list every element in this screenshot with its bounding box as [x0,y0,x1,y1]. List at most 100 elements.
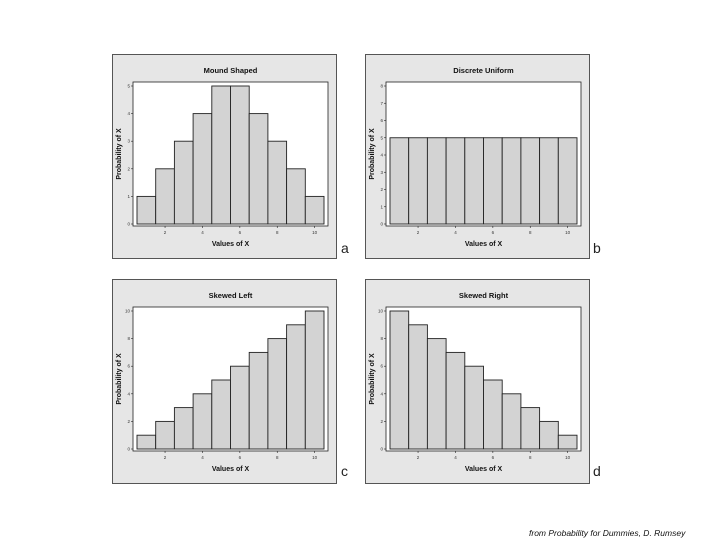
y-tick-label: 0 [380,222,383,227]
y-tick-label: 1 [380,204,383,209]
x-tick-label: 8 [529,455,532,460]
y-tick-label: 7 [380,101,383,106]
y-tick-label: 4 [127,391,130,396]
x-tick-label: 10 [565,455,571,460]
chart-title: Discrete Uniform [453,66,514,75]
x-tick-label: 8 [276,455,279,460]
chart-panel-mound-shaped: Mound Shaped Values of X Probability of X 0… [112,54,337,259]
x-tick-label: 4 [201,455,204,460]
histogram-bar [408,137,428,225]
y-tick-label: 6 [127,364,130,369]
y-tick-label: 3 [127,139,130,144]
x-axis-label: Values of X [212,466,250,473]
histogram-bar [426,137,447,225]
chart-title: Mound Shaped [204,66,258,75]
histogram-bar [155,168,175,225]
x-axis-label: Values of X [465,466,503,473]
y-tick-label: 10 [125,309,131,314]
chart-panel-discrete-uniform: Discrete Uniform Values of X Probability o… [365,54,590,259]
histogram-bar [501,137,522,225]
histogram-bar [230,85,250,225]
histogram-bar [304,310,325,450]
x-axis-label: Values of X [465,241,503,248]
histogram-bar [408,324,428,450]
histogram-bar [426,338,447,450]
x-tick-label: 6 [492,455,495,460]
histogram-bar [520,137,541,225]
x-tick-label: 2 [164,455,167,460]
y-tick-label: 3 [380,170,383,175]
x-tick-label: 2 [164,230,167,235]
y-tick-label: 0 [380,447,383,452]
x-tick-label: 2 [417,455,420,460]
chart-svg-mound-shaped: Mound Shaped Values of X Probability of X 0… [116,66,329,248]
histogram-bar [267,338,288,450]
histogram-bar [539,137,559,225]
histogram-bar [483,137,503,225]
histogram-bar [445,137,466,225]
panel-letter-d: d [593,463,601,479]
x-tick-label: 4 [201,230,204,235]
histogram-bar [192,393,213,450]
chart-svg-skewed-left: Skewed Left Values of X Probability of X 0 2… [116,291,329,473]
x-tick-label: 6 [239,455,242,460]
y-axis-label: Probability of X [116,353,123,405]
y-tick-label: 5 [127,84,130,89]
chart-panel-skewed-right: Skewed Right Values of X Probability of X 0… [365,279,590,484]
y-axis-label: Probability of X [369,128,376,180]
x-tick-label: 10 [312,230,318,235]
histogram-bar [539,420,559,450]
histogram-bar [248,113,269,225]
chart-title: Skewed Left [209,291,253,300]
x-tick-label: 4 [454,230,457,235]
histogram-bar [136,195,157,225]
y-tick-label: 1 [127,194,130,199]
y-tick-label: 2 [380,187,383,192]
panel-letter-c: c [341,463,348,479]
y-tick-label: 8 [380,336,383,341]
histogram-bar [230,365,250,450]
y-tick-label: 2 [127,419,130,424]
histogram-bar [464,365,484,450]
x-tick-label: 8 [276,230,279,235]
histogram-bar [464,137,484,225]
histogram-bar [557,137,578,225]
y-tick-label: 6 [380,364,383,369]
histogram-bar [173,140,194,225]
histogram-bar [192,113,213,225]
x-tick-label: 8 [529,230,532,235]
y-tick-label: 8 [127,336,130,341]
y-tick-label: 4 [380,153,383,158]
y-tick-label: 8 [380,84,383,89]
histogram-bar [304,195,325,225]
y-tick-label: 5 [380,135,383,140]
histogram-bar [155,420,175,450]
x-tick-label: 6 [492,230,495,235]
histogram-bar [389,310,410,450]
y-tick-label: 4 [127,111,130,116]
x-tick-label: 10 [312,455,318,460]
histogram-bar [267,140,288,225]
histogram-bar [248,351,269,450]
histogram-bar [286,168,306,225]
source-credit: from Probability for Dummies, D. Rumsey [529,528,686,538]
chart-panel-skewed-left: Skewed Left Values of X Probability of X 0 2… [112,279,337,484]
histogram-bar [136,434,157,450]
histogram-bar [173,407,194,450]
histogram-bar [557,434,578,450]
y-tick-label: 10 [378,309,384,314]
x-tick-label: 10 [565,230,571,235]
histogram-bar [501,393,522,450]
histogram-bar [286,324,306,450]
histogram-bar [211,379,231,450]
x-tick-label: 2 [417,230,420,235]
chart-svg-discrete-uniform: Discrete Uniform Values of X Probability o… [369,66,582,248]
y-tick-label: 2 [127,166,130,171]
x-tick-label: 4 [454,455,457,460]
panel-letter-b: b [593,240,601,256]
y-axis-label: Probability of X [369,353,376,405]
y-tick-label: 0 [127,447,130,452]
panel-letter-a: a [341,240,349,256]
histogram-bar [483,379,503,450]
histogram-bar [445,351,466,450]
